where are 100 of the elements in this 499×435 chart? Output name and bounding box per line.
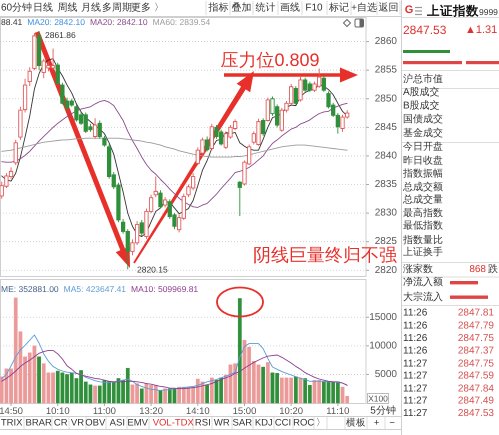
bar <box>37 356 41 404</box>
text: 11:27 2847.75 <box>403 358 494 369</box>
x-tick-label: 14:10 <box>186 406 210 417</box>
text: 涨家数 <box>403 262 433 275</box>
text: 大宗流入 <box>403 290 443 303</box>
text: 画线 <box>280 2 300 14</box>
text: 今日开盘 <box>403 140 443 152</box>
text: + <box>374 418 380 428</box>
candlestick <box>32 32 37 71</box>
text: 国债成交 <box>403 112 443 125</box>
bar <box>140 388 144 404</box>
y-tick-label: 5000 <box>374 368 398 380</box>
text: 11:27 2847.49 <box>403 395 494 406</box>
x-tick-label: 10:20 <box>279 406 304 417</box>
annotation: MA20: 2842.10 <box>27 17 86 27</box>
y-tick-label: 10000 <box>369 340 398 352</box>
x-tick-label: 15:00 <box>232 406 256 417</box>
text: X100 <box>368 394 388 404</box>
y-tick-label: 2825 <box>374 236 398 248</box>
y-tick-label: 2840 <box>374 150 398 162</box>
text: ASI <box>110 418 125 428</box>
candlestick <box>74 104 79 122</box>
x-tick-label: 14:50 <box>0 406 23 417</box>
bar <box>294 376 298 404</box>
text: A股成交 <box>403 86 440 98</box>
text: MA5: 423647.41 <box>64 284 126 294</box>
text: 9999 <box>479 7 498 17</box>
bar <box>163 388 167 404</box>
y-tick-label: 2855 <box>374 64 398 76</box>
bar <box>93 386 97 404</box>
x-tick-label: 13:20 <box>139 406 164 417</box>
candlestick <box>36 30 42 71</box>
line-series <box>1 350 348 390</box>
text: MA10: 509969.81 <box>131 284 198 294</box>
y-tick-label: 2850 <box>374 93 398 104</box>
text: BRAR <box>25 418 52 428</box>
annotation: 压力位0.809 <box>220 50 320 70</box>
annotation: 2820.15 <box>137 264 168 274</box>
bar <box>210 378 214 404</box>
text: 横板 <box>346 416 366 428</box>
text: 昨日收盘 <box>403 154 443 166</box>
y-tick-label: 15000 <box>369 312 398 323</box>
text: 11:27 2847.53 <box>403 408 494 418</box>
text: B股成交 <box>403 100 440 112</box>
text: 指标 <box>208 2 228 14</box>
text: 11:26 2847.81 <box>403 307 494 318</box>
bar <box>238 298 242 404</box>
text: WR <box>214 418 230 428</box>
candlestick <box>210 123 214 151</box>
text: VOL-TDX <box>152 418 195 428</box>
candlestick <box>140 220 144 236</box>
candlestick <box>158 190 163 209</box>
text: 指数振幅 <box>402 168 443 180</box>
candlestick <box>98 120 102 140</box>
candlestick <box>238 180 242 216</box>
text: − <box>389 418 396 428</box>
x-tick-label: 11:00 <box>92 406 116 417</box>
y-tick-label: 2860 <box>374 36 398 48</box>
text: 多周期 <box>102 2 132 14</box>
text: MA60: 2839.54 <box>152 17 211 27</box>
text: 〉 <box>316 418 326 428</box>
text: RSI <box>194 418 211 428</box>
text: 跌 <box>488 262 498 275</box>
text: SAR <box>232 418 252 428</box>
candlestick <box>92 118 98 140</box>
text: 11:27 2847.84 <box>403 382 494 394</box>
candlestick <box>56 62 60 86</box>
text: 最高指数 <box>403 206 443 219</box>
text: 上证指数 <box>426 4 480 18</box>
text: MA20: 2842.10 <box>90 17 148 27</box>
text: 总成交额 <box>402 180 443 193</box>
text: 月线 <box>80 2 101 14</box>
text: 上证换手 <box>403 246 443 258</box>
text: 88.41 <box>1 17 23 27</box>
text: 叠加 <box>232 2 252 14</box>
annotation: 阴线巨量终归不强 <box>253 245 397 265</box>
y-tick-label: 2835 <box>374 179 398 190</box>
text: 2847.53 <box>403 23 447 37</box>
text: EMV <box>127 418 149 428</box>
text: KDJ <box>254 418 274 428</box>
candlestick <box>14 139 18 166</box>
text: 11:27 2847.59 <box>403 370 494 382</box>
candlestick <box>162 196 168 208</box>
text: F10 <box>305 2 324 14</box>
x-tick-label: 10:10 <box>46 406 70 417</box>
text: 60分钟 <box>1 2 32 14</box>
text: 沪总市值 <box>403 72 443 85</box>
candlestick <box>154 176 158 198</box>
candlestick <box>261 118 266 136</box>
candlestick <box>298 76 303 102</box>
text: 更多 〉 <box>131 2 164 14</box>
annotation: ME: 352881.00 <box>1 284 59 294</box>
bar <box>261 366 266 404</box>
text: 11:26 2847.37 <box>403 345 494 356</box>
y-tick-label: 2820 <box>374 264 398 276</box>
text: 5分钟 <box>370 404 396 416</box>
text: CR <box>54 418 68 428</box>
y-tick-label: 2830 <box>374 208 398 219</box>
bar <box>205 385 210 404</box>
x-tick-label: 11:10 <box>326 406 350 417</box>
